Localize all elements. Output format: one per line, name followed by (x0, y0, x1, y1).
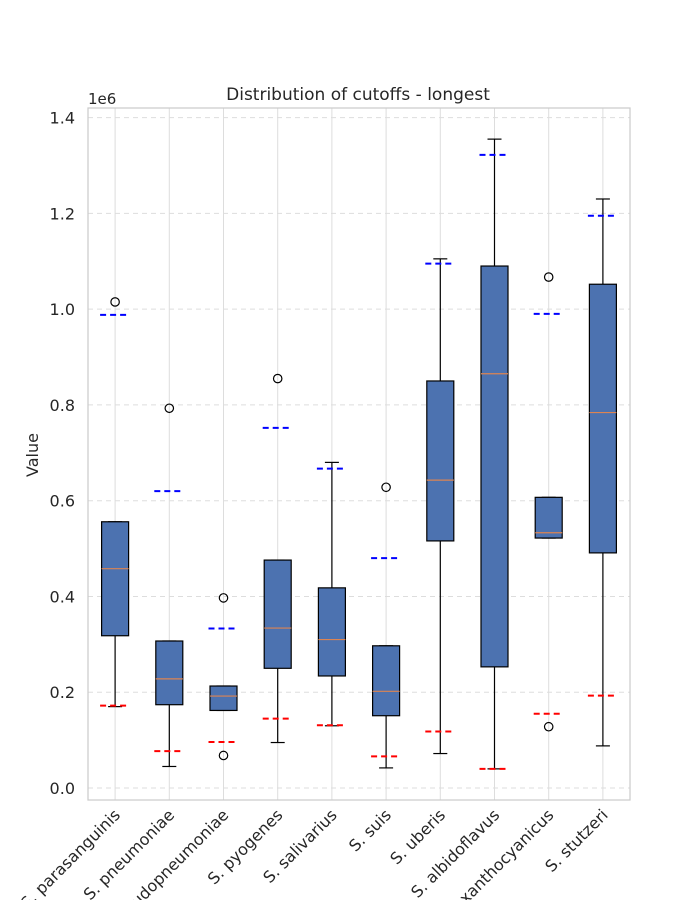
y-tick-label: 1.4 (50, 109, 75, 128)
iqr-box (209, 685, 238, 712)
y-tick-label: 0.8 (50, 396, 75, 415)
iqr-box (480, 265, 509, 668)
outlier-point (272, 373, 283, 384)
box-group (154, 403, 185, 768)
box-group (371, 482, 402, 769)
box-group (316, 461, 347, 727)
x-tick-label: S. suis (345, 805, 395, 855)
iqr-box (426, 380, 455, 542)
iqr-box (372, 645, 401, 717)
box-group (479, 138, 510, 770)
outlier-point (110, 297, 120, 307)
y-tick-label: 0.2 (50, 683, 75, 702)
axes-frame (87, 107, 631, 801)
outlier-point (381, 482, 391, 493)
y-axis-label: Value (23, 433, 42, 477)
iqr-box (155, 640, 184, 706)
y-tick-label: 0.0 (50, 779, 75, 798)
box-series (100, 138, 618, 770)
y-offset-label: 1e6 (88, 90, 116, 108)
outlier-point (543, 272, 554, 282)
iqr-box (534, 496, 563, 539)
y-tick-label: 0.6 (50, 492, 75, 511)
y-tick-label: 0.4 (50, 587, 75, 606)
y-tick-labels: 0.0 0.2 0.4 0.6 0.8 1.0 1.2 1.4 (50, 109, 75, 798)
iqr-box (317, 587, 346, 677)
outlier-point (218, 750, 229, 761)
iqr-box (588, 283, 618, 554)
box-group (100, 297, 131, 708)
box-group (425, 258, 456, 755)
box-group (533, 272, 564, 732)
iqr-box (100, 521, 130, 637)
iqr-box (263, 559, 292, 669)
outlier-point (164, 403, 175, 414)
chart-title: Distribution of cutoffs - longest (226, 85, 490, 105)
y-tick-label: 1.2 (50, 204, 75, 223)
box-group (208, 593, 239, 761)
outlier-point (218, 593, 229, 603)
box-group (587, 198, 618, 747)
box-group (262, 373, 293, 744)
outlier-point (543, 721, 554, 732)
y-tick-label: 1.0 (50, 300, 75, 319)
